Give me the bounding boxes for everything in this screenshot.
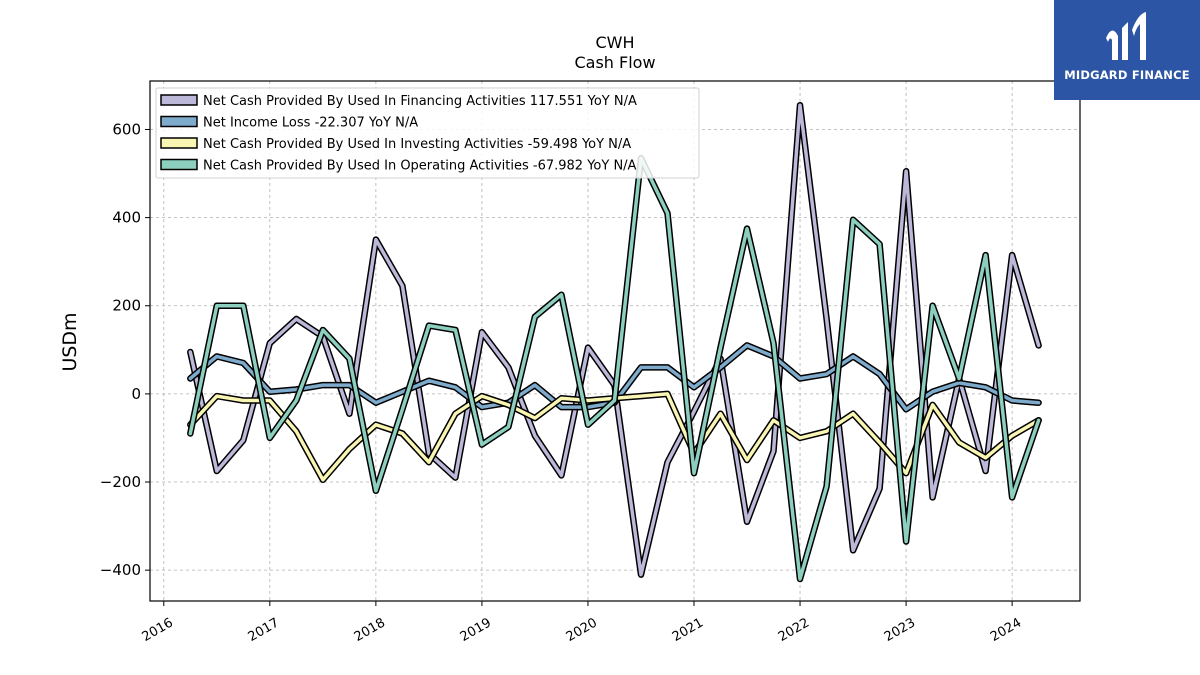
y-tick-label: −200 xyxy=(100,473,141,491)
x-tick-label: 2017 xyxy=(246,615,282,645)
y-tick-label: 600 xyxy=(112,120,141,138)
legend-entry: Net Income Loss -22.307 YoY N/A xyxy=(203,116,418,131)
x-tick-label: 2019 xyxy=(458,615,494,645)
y-tick-label: 400 xyxy=(112,209,141,227)
legend-swatch xyxy=(160,137,198,149)
x-tick-label: 2016 xyxy=(140,615,176,645)
brand-name: MIDGARD FINANCE xyxy=(1064,68,1190,82)
y-tick-label: 0 xyxy=(131,385,141,403)
chart-title: CWH xyxy=(595,33,634,52)
series-layer xyxy=(187,101,1042,583)
legend-swatch xyxy=(160,158,198,171)
series-line xyxy=(188,156,1041,581)
y-tick-label: 200 xyxy=(112,297,141,315)
legend-box xyxy=(155,87,700,179)
y-tick-label: −400 xyxy=(100,561,141,579)
x-tick-label: 2023 xyxy=(882,615,918,645)
legend-swatch xyxy=(160,94,198,106)
x-tick-label: 2021 xyxy=(670,615,706,645)
legend-swatch xyxy=(160,115,198,128)
x-tick-label: 2024 xyxy=(988,615,1024,645)
legend-entry: Net Cash Provided By Used In Financing A… xyxy=(203,94,637,109)
x-tick-label: 2020 xyxy=(564,615,600,645)
x-tick-label: 2018 xyxy=(352,615,388,645)
plot-frame xyxy=(149,80,1081,602)
y-axis-label: USDm xyxy=(59,312,81,371)
chart-subtitle: Cash Flow xyxy=(574,53,655,72)
legend-entry: Net Cash Provided By Used In Investing A… xyxy=(203,137,631,152)
series-3 xyxy=(187,154,1042,583)
brand-mark-icon xyxy=(1106,12,1146,60)
brand-logo: MIDGARD FINANCE xyxy=(1054,0,1200,100)
legend: Net Cash Provided By Used In Financing A… xyxy=(155,87,700,179)
legend-entry: Net Cash Provided By Used In Operating A… xyxy=(203,159,637,174)
x-tick-label: 2022 xyxy=(776,615,812,645)
